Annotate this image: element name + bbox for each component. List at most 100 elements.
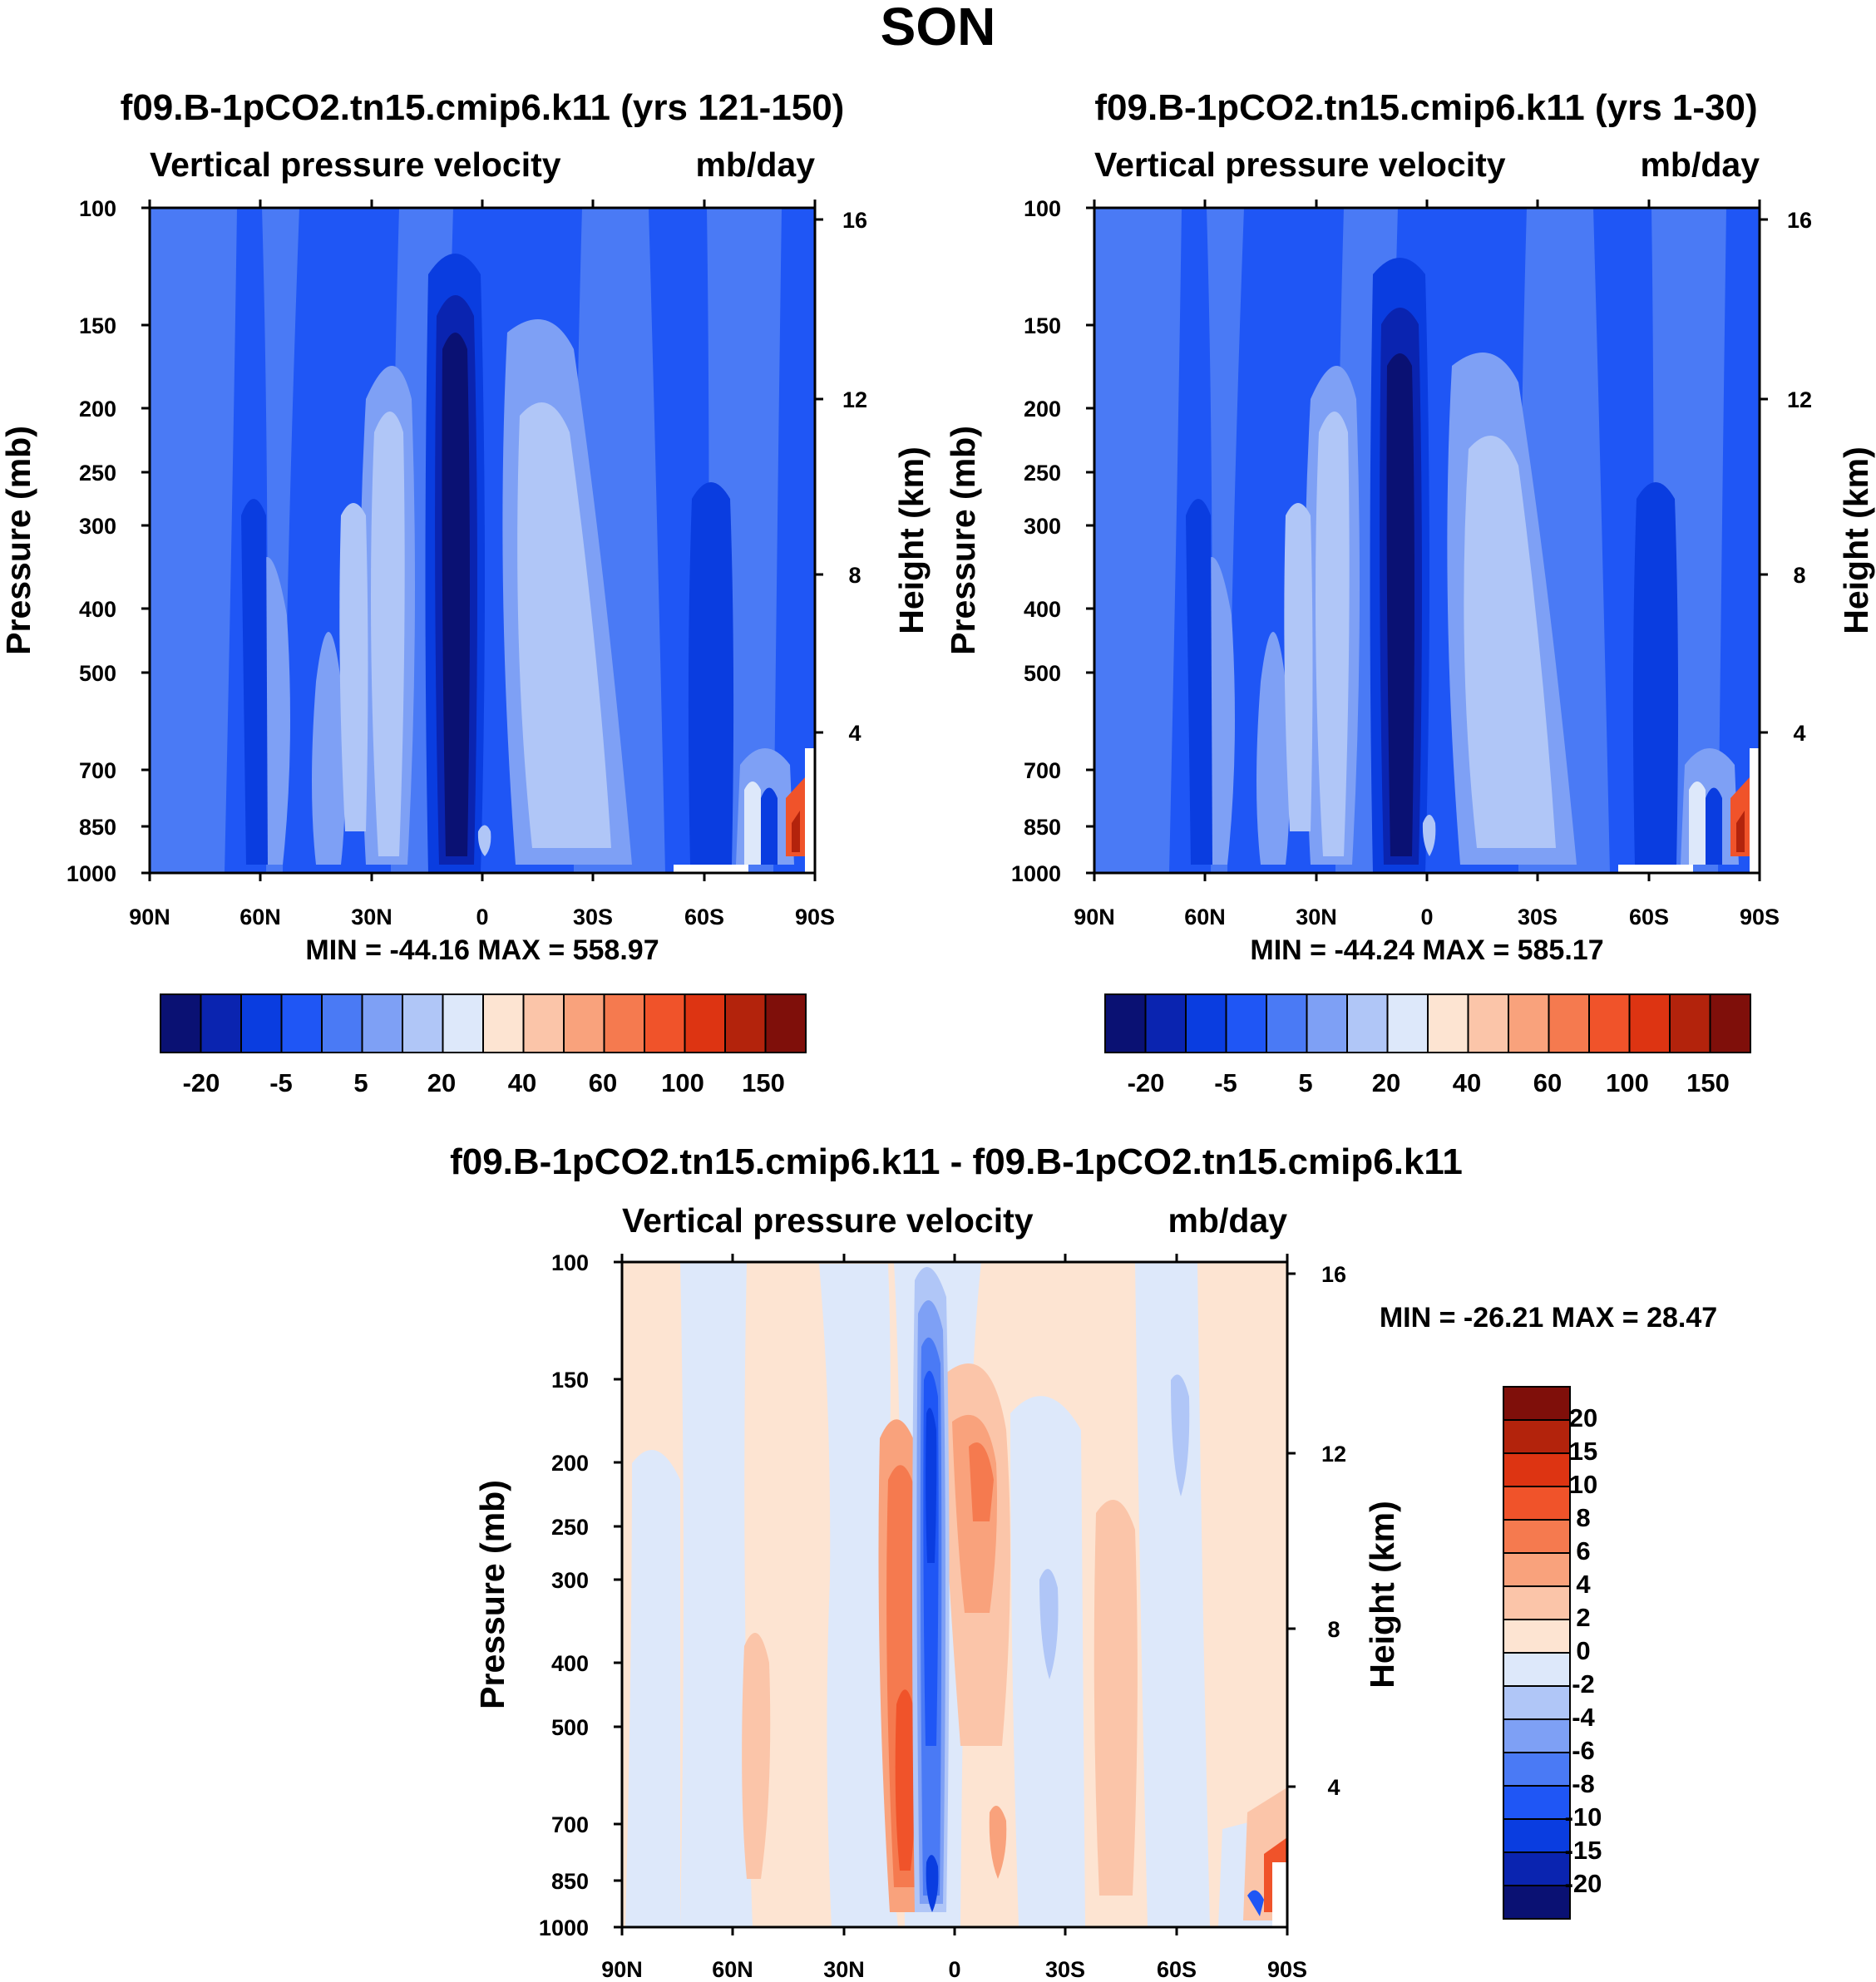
panel-1-colorbar-swatch [644, 993, 686, 1053]
panel-3-colorbar-label: -2 [1572, 1669, 1595, 1699]
panel-1-y-tick: 100 [79, 196, 116, 221]
panel-1-colorbar-swatch [402, 993, 444, 1053]
panel-1-height-tick: 16 [842, 208, 867, 233]
figure-title: SON [881, 0, 996, 57]
panel-2-colorbar-swatch [1427, 993, 1469, 1053]
panel-3-colorbar-swatch [1503, 1885, 1571, 1920]
panel-3-colorbar-swatch [1503, 1619, 1571, 1654]
panel-1-colorbar: -20 -5 5 20 40 60 100 150 [160, 993, 807, 1097]
panel-3-min-max: MIN = -26.21 MAX = 28.47 [1380, 1302, 1717, 1334]
panel-3-colorbar-label: -15 [1565, 1836, 1602, 1865]
panel-2-x-tick: 60N [1184, 905, 1226, 929]
panel-3-colorbar-label: 10 [1569, 1470, 1597, 1499]
panel-3-colorbar-swatch [1503, 1486, 1571, 1521]
panel-2-height-tick: 4 [1793, 721, 1805, 746]
panel-1-colorbar-swatch [200, 993, 242, 1053]
panel-2-colorbar-label: 5 [1298, 1068, 1312, 1097]
panel-1-y-tick: 250 [79, 461, 116, 486]
panel-1-min-max: MIN = -44.16 MAX = 558.97 [305, 934, 659, 966]
panel-1-y-tick: 500 [79, 661, 116, 686]
panel-1-y-tick: 850 [79, 815, 116, 840]
panel-1-colorbar-swatch [522, 993, 565, 1053]
panel-1-y-axis-label-right: Height (km) [892, 446, 931, 634]
panel-3-x-tick: 30N [823, 1957, 865, 1982]
panel-3-colorbar-label: -8 [1572, 1769, 1595, 1798]
panel-1-colorbar-label: 40 [508, 1068, 536, 1097]
panel-3-colorbar-label: -20 [1565, 1869, 1602, 1898]
panel-2-colorbar-swatch [1548, 993, 1590, 1053]
panel-2-y-tick: 500 [1024, 661, 1061, 686]
panel-1-colorbar-label: -20 [183, 1068, 220, 1097]
panel-3-x-tick: 60S [1157, 1957, 1197, 1982]
panel-2-x-tick: 60S [1629, 905, 1669, 929]
panel-1-variable-label: Vertical pressure velocity [150, 145, 561, 184]
panel-1-height-tick: 12 [842, 387, 867, 412]
panel-1-title: f09.B-1pCO2.tn15.cmip6.k11 (yrs 121-150) [121, 87, 845, 128]
panel-3-units-label: mb/day [1168, 1201, 1287, 1240]
panel-2-colorbar-label: 150 [1686, 1068, 1730, 1097]
panel-2-height-tick: 12 [1787, 387, 1812, 412]
panel-3-colorbar-swatch [1503, 1785, 1571, 1820]
panel-3-x-tick: 0 [948, 1957, 960, 1982]
panel-2-x-tick: 30S [1518, 905, 1558, 929]
panel-3-plot-area [622, 1262, 1287, 1927]
panel-1-y-tick: 300 [79, 514, 116, 539]
panel-3-height-tick: 12 [1321, 1442, 1346, 1467]
panel-3-y-axis-label-right: Height (km) [1363, 1501, 1401, 1689]
panel-2-y-tick: 850 [1024, 815, 1061, 840]
panel-3-colorbar-label: 2 [1576, 1603, 1590, 1632]
panel-2-y-tick: 400 [1024, 597, 1061, 622]
panel-3-colorbar-label: 0 [1576, 1636, 1590, 1665]
panel-2-colorbar-swatch [1185, 993, 1227, 1053]
panel-1-colorbar-swatch [724, 993, 767, 1053]
panel-1-colorbar-label: 150 [742, 1068, 785, 1097]
panel-2-frame [1086, 200, 1768, 881]
panel-3-x-tick: 90S [1267, 1957, 1307, 1982]
panel-3-colorbar-label: -10 [1565, 1802, 1602, 1832]
panel-2-y-tick: 100 [1024, 196, 1061, 221]
panel-1-units-label: mb/day [695, 145, 815, 184]
panel-3-colorbar-label: 6 [1576, 1536, 1590, 1565]
panel-3-variable-label: Vertical pressure velocity [622, 1201, 1034, 1240]
panel-2-height-tick: 8 [1793, 563, 1805, 588]
panel-1-colorbar-label: 5 [353, 1068, 368, 1097]
panel-3-x-tick: 60N [712, 1957, 753, 1982]
panel-3-title: f09.B-1pCO2.tn15.cmip6.k11 - f09.B-1pCO2… [450, 1141, 1463, 1182]
panel-2-colorbar-label: -20 [1128, 1068, 1165, 1097]
panel-3-y-tick: 700 [551, 1812, 589, 1837]
panel-1-y-axis-label: Pressure (mb) [0, 426, 37, 655]
panel-1-y-tick: 150 [79, 313, 116, 338]
panel-3: f09.B-1pCO2.tn15.cmip6.k11 - f09.B-1pCO2… [450, 1141, 1717, 1982]
panel-1-frame [141, 200, 823, 881]
panel-3-colorbar-label: 8 [1576, 1503, 1590, 1532]
panel-2-x-tick: 30N [1296, 905, 1337, 929]
panel-2: f09.B-1pCO2.tn15.cmip6.k11 (yrs 1-30) Ve… [944, 87, 1875, 1097]
panel-2-colorbar-swatch [1144, 993, 1187, 1053]
panel-1-y-tick: 1000 [67, 861, 116, 886]
panel-2-colorbar-label: 20 [1372, 1068, 1400, 1097]
panel-2-colorbar-label: 40 [1453, 1068, 1481, 1097]
panel-2-y-axis-label-right: Height (km) [1837, 446, 1875, 634]
panel-2-height-tick: 16 [1787, 208, 1812, 233]
panel-3-colorbar-swatch [1503, 1752, 1571, 1787]
panel-1-x-tick: 90N [129, 905, 170, 929]
panel-2-colorbar-swatch [1266, 993, 1308, 1053]
panel-2-units-label: mb/day [1640, 145, 1760, 184]
panel-3-y-tick: 150 [551, 1368, 589, 1393]
panel-2-colorbar-swatch [1508, 993, 1550, 1053]
panel-1-colorbar-swatch [482, 993, 525, 1053]
panel-1-x-tick: 90S [795, 905, 835, 929]
panel-3-colorbar-swatch [1503, 1851, 1571, 1886]
panel-2-colorbar-swatch [1467, 993, 1509, 1053]
panel-1-colorbar-swatch [361, 993, 403, 1053]
panel-3-y-axis-label: Pressure (mb) [473, 1480, 511, 1709]
panel-2-colorbar-label: -5 [1214, 1068, 1237, 1097]
panel-1-colorbar-swatch [684, 993, 726, 1053]
panel-1-colorbar-swatch [321, 993, 363, 1053]
panel-1-y-tick: 400 [79, 597, 116, 622]
panel-1-plot-area [150, 208, 815, 873]
panel-3-colorbar-swatch [1503, 1718, 1571, 1753]
panel-2-colorbar-swatch [1306, 993, 1348, 1053]
panel-2-y-tick: 1000 [1011, 861, 1061, 886]
panel-3-colorbar-label: -4 [1572, 1703, 1595, 1732]
